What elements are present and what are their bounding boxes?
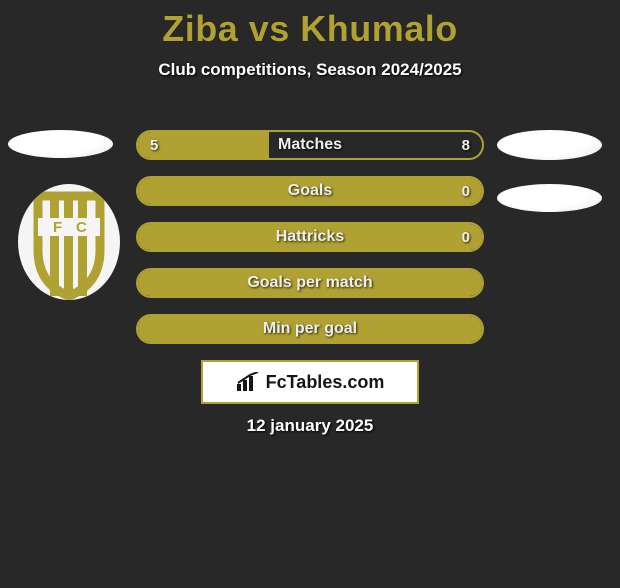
stat-bar: 0Goals: [136, 176, 484, 206]
date-label: 12 january 2025: [0, 416, 620, 436]
player-right-avatar-1: [497, 130, 602, 160]
stat-label: Goals per match: [138, 270, 482, 296]
stat-label: Min per goal: [138, 316, 482, 342]
svg-text:F: F: [53, 219, 62, 236]
stat-label: Hattricks: [138, 224, 482, 250]
stat-bar: 0Hattricks: [136, 222, 484, 252]
stat-bar: Min per goal: [136, 314, 484, 344]
subtitle: Club competitions, Season 2024/2025: [0, 60, 620, 80]
bars-icon: [236, 372, 260, 392]
svg-text:C: C: [76, 219, 87, 236]
club-badge-left: F C: [18, 184, 120, 300]
page-title: Ziba vs Khumalo: [0, 8, 620, 50]
stat-label: Matches: [138, 132, 482, 158]
stat-label: Goals: [138, 178, 482, 204]
stat-bar: Goals per match: [136, 268, 484, 298]
brand-box: FcTables.com: [201, 360, 419, 404]
player-right-avatar-2: [497, 184, 602, 212]
stats-bars: 58Matches 0Goals 0Hattricks Goals per match…: [136, 130, 484, 360]
brand-text: FcTables.com: [266, 372, 385, 393]
player-left-avatar-1: [8, 130, 113, 158]
stat-bar: 58Matches: [136, 130, 484, 160]
